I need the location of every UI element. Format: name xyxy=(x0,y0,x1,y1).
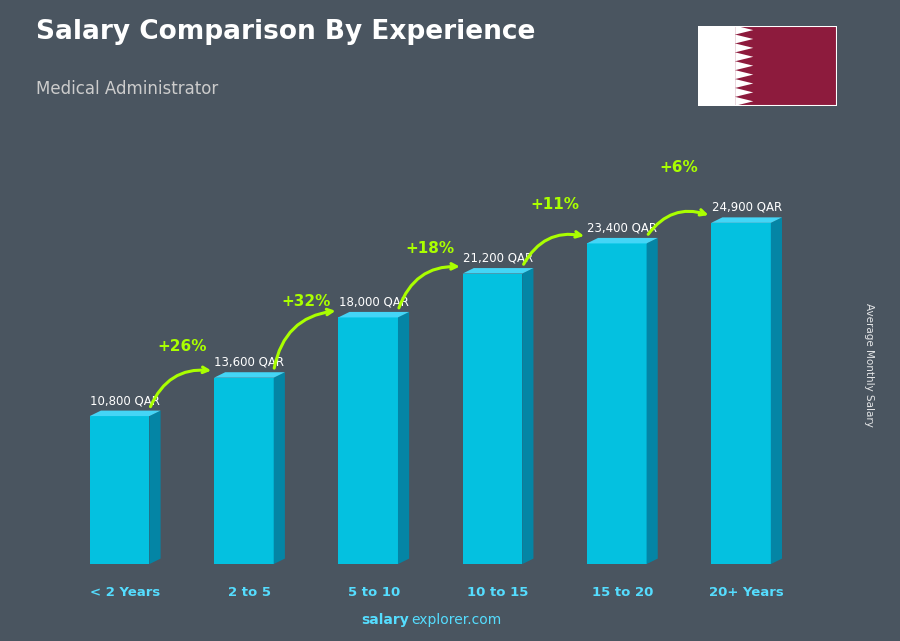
Text: Average Monthly Salary: Average Monthly Salary xyxy=(863,303,874,428)
Text: explorer.com: explorer.com xyxy=(411,613,501,627)
Text: +26%: +26% xyxy=(157,339,206,354)
Text: 5 to 10: 5 to 10 xyxy=(347,586,400,599)
Polygon shape xyxy=(463,274,522,564)
Polygon shape xyxy=(735,26,837,106)
Polygon shape xyxy=(698,26,735,106)
Polygon shape xyxy=(90,411,160,416)
Polygon shape xyxy=(214,372,285,378)
Text: +18%: +18% xyxy=(406,241,454,256)
Polygon shape xyxy=(90,416,149,564)
Text: < 2 Years: < 2 Years xyxy=(90,586,160,599)
Polygon shape xyxy=(274,372,285,564)
Polygon shape xyxy=(735,88,753,97)
Polygon shape xyxy=(149,411,160,564)
Polygon shape xyxy=(587,244,646,564)
Text: 20+ Years: 20+ Years xyxy=(713,586,780,599)
Polygon shape xyxy=(735,79,753,88)
Text: 24,900 QAR: 24,900 QAR xyxy=(712,201,782,214)
Text: 10 to 15: 10 to 15 xyxy=(470,586,526,599)
Text: 21,200 QAR: 21,200 QAR xyxy=(463,252,533,265)
Polygon shape xyxy=(711,217,782,223)
Polygon shape xyxy=(711,223,770,564)
Polygon shape xyxy=(735,26,753,35)
Polygon shape xyxy=(214,378,274,564)
Polygon shape xyxy=(735,70,753,79)
Polygon shape xyxy=(398,312,410,564)
Text: +11%: +11% xyxy=(530,197,579,212)
Polygon shape xyxy=(463,268,534,274)
Polygon shape xyxy=(338,312,410,317)
Polygon shape xyxy=(646,238,658,564)
Text: 10 to 15: 10 to 15 xyxy=(467,586,528,599)
Text: 15 to 20: 15 to 20 xyxy=(594,586,650,599)
Text: 15 to 20: 15 to 20 xyxy=(591,586,653,599)
Polygon shape xyxy=(735,53,753,62)
Polygon shape xyxy=(735,35,753,44)
Text: 23,400 QAR: 23,400 QAR xyxy=(588,222,657,235)
Polygon shape xyxy=(735,97,753,106)
Text: 5 to 10: 5 to 10 xyxy=(350,586,398,599)
Text: +32%: +32% xyxy=(282,294,330,309)
Text: Salary Comparison By Experience: Salary Comparison By Experience xyxy=(36,19,536,46)
Text: +6%: +6% xyxy=(660,160,698,175)
Text: salary: salary xyxy=(362,613,410,627)
Text: 2 to 5: 2 to 5 xyxy=(228,586,271,599)
Text: 2 to 5: 2 to 5 xyxy=(230,586,269,599)
Polygon shape xyxy=(338,317,398,564)
Text: 13,600 QAR: 13,600 QAR xyxy=(214,356,284,369)
Text: Medical Administrator: Medical Administrator xyxy=(36,80,218,98)
Polygon shape xyxy=(735,44,753,53)
Text: 10,800 QAR: 10,800 QAR xyxy=(90,394,160,407)
Polygon shape xyxy=(735,62,753,70)
Text: 20+ Years: 20+ Years xyxy=(709,586,784,599)
Text: 18,000 QAR: 18,000 QAR xyxy=(338,296,409,308)
Polygon shape xyxy=(770,217,782,564)
Polygon shape xyxy=(522,268,534,564)
Polygon shape xyxy=(587,238,658,244)
